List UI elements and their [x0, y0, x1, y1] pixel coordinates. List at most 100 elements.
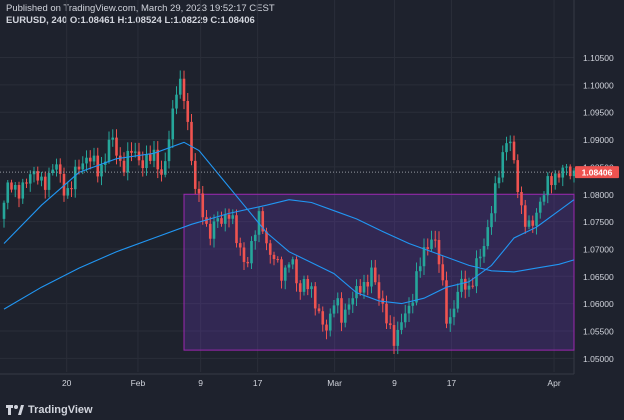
candle-body [490, 213, 493, 228]
price-tick-label[interactable]: 1.09000 [583, 135, 614, 145]
candle-body [385, 303, 388, 324]
price-tick-label[interactable]: 1.07000 [583, 244, 614, 254]
candle-body [100, 164, 103, 177]
time-tick-label[interactable]: Feb [131, 378, 146, 388]
candle-body [287, 264, 291, 268]
close-value: 1.08406 [220, 15, 255, 26]
candle-body [51, 169, 55, 174]
candle-body [535, 212, 538, 226]
chart-header: Published on TradingView.com, March 29, … [6, 3, 275, 27]
candle-body [467, 285, 471, 290]
candle-body [531, 220, 535, 226]
price-tick-label[interactable]: 1.08000 [583, 190, 614, 200]
candle-body [268, 243, 272, 255]
candle-body [340, 298, 343, 323]
candle-body [321, 311, 325, 325]
candle-body [107, 139, 111, 162]
moving-average-fast [3, 141, 575, 305]
candle-body [160, 169, 163, 175]
candle-body [396, 329, 400, 346]
candle-body [280, 259, 283, 281]
candle-body [460, 278, 463, 292]
candle-body [182, 78, 186, 102]
candle-body [388, 323, 392, 326]
candle-body [77, 166, 81, 170]
candle-body [25, 182, 28, 184]
time-tick-label[interactable]: Mar [327, 378, 342, 388]
price-tick-label[interactable]: 1.06500 [583, 272, 614, 282]
candle-body [148, 154, 152, 161]
candle-body [437, 240, 441, 265]
candle-body [201, 193, 205, 218]
candle-body [163, 161, 167, 175]
current-price-label: 1.08406 [582, 168, 613, 178]
price-tick-label[interactable]: 1.06000 [583, 299, 614, 309]
candle-body [141, 160, 145, 169]
candle-body [336, 298, 340, 306]
candle-body [332, 305, 336, 314]
candle-body [145, 154, 148, 169]
candle-body [456, 291, 460, 309]
price-tick-label[interactable]: 1.07500 [583, 217, 614, 227]
time-tick-label[interactable]: 17 [447, 378, 457, 388]
candle-body [572, 170, 576, 177]
candle-body [81, 163, 85, 170]
price-tick-label[interactable]: 1.09500 [583, 108, 614, 118]
price-tick-label[interactable]: 1.05500 [583, 326, 614, 336]
price-tick-label[interactable]: 1.10500 [583, 53, 614, 63]
candle-body [133, 151, 137, 153]
candle-body [6, 182, 10, 203]
candle-body [310, 286, 313, 290]
candle-body [193, 160, 197, 189]
candle-body [250, 241, 253, 264]
candle-body [216, 218, 220, 222]
grid [0, 0, 575, 375]
candle-body [497, 177, 501, 184]
candle-body [520, 192, 523, 206]
candle-body [175, 94, 178, 109]
candle-body [538, 201, 542, 213]
price-tick-label[interactable]: 1.10000 [583, 80, 614, 90]
candle-body [452, 308, 456, 318]
candle-body [441, 264, 445, 281]
candles[interactable] [2, 70, 576, 355]
candle-body [471, 285, 475, 287]
candle-body [223, 214, 227, 224]
candle-body [366, 282, 370, 287]
candle-body [220, 218, 223, 224]
candle-body [88, 157, 92, 162]
candle-body [561, 167, 565, 178]
time-tick-label[interactable]: 9 [198, 378, 203, 388]
candle-body [568, 166, 572, 177]
time-tick-label[interactable]: 17 [253, 378, 263, 388]
candle-body [47, 173, 51, 190]
candle-body [43, 176, 47, 190]
time-tick-label[interactable]: 20 [62, 378, 72, 388]
candle-body [403, 313, 407, 323]
candle-body [478, 256, 482, 259]
published-info: Published on TradingView.com, March 29, … [6, 3, 275, 14]
price-axis[interactable]: 1.105001.100001.095001.090001.085001.080… [583, 53, 614, 364]
candle-body [126, 150, 130, 173]
tradingview-logo[interactable]: TradingView [6, 404, 93, 416]
time-tick-label[interactable]: 9 [392, 378, 397, 388]
price-tick-label[interactable]: 1.05000 [583, 354, 614, 364]
candle-body [276, 259, 280, 261]
candle-body [66, 188, 70, 196]
candle-body [261, 211, 265, 232]
candle-body [70, 188, 73, 190]
candle-body [475, 258, 478, 287]
candle-body [448, 317, 452, 324]
time-axis[interactable]: 20 Feb 9 17 Mar 9 17 Apr [62, 378, 561, 388]
candle-body [407, 305, 411, 314]
symbol-label[interactable]: EURUSD, 240 [6, 15, 68, 26]
time-tick-label[interactable]: Apr [547, 378, 560, 388]
candle-body [186, 101, 190, 122]
tradingview-logo-icon [6, 405, 24, 415]
tradingview-logo-text: TradingView [28, 404, 93, 416]
candle-body [10, 182, 13, 190]
consolidation-box [183, 193, 575, 351]
candle-body [493, 183, 497, 214]
candle-body [400, 322, 403, 330]
